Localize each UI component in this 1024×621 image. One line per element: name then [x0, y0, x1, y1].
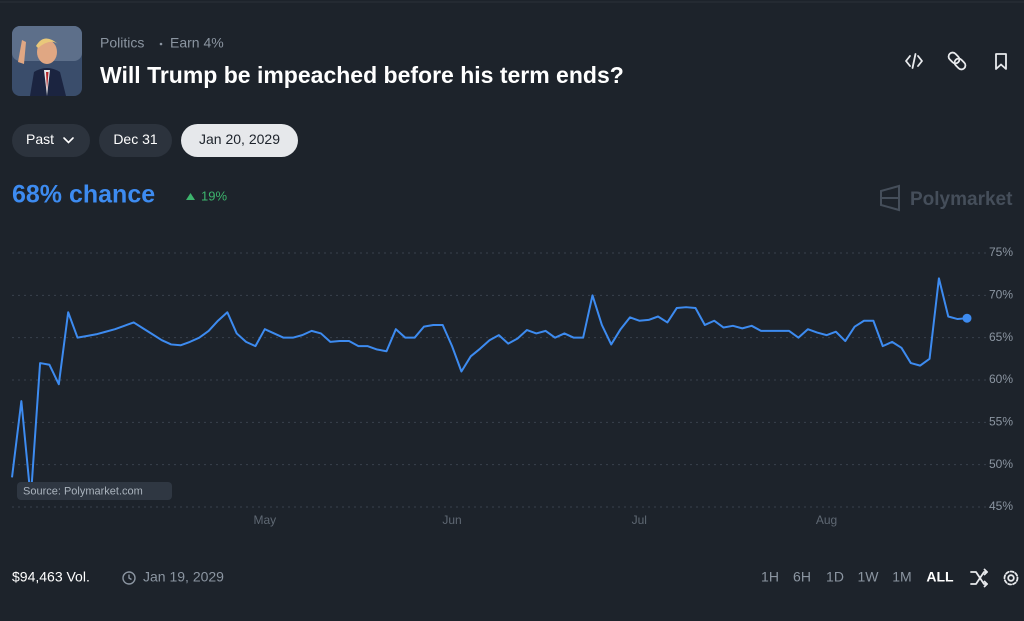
- filter-label[interactable]: Jan 20, 2029: [199, 131, 280, 147]
- link-button[interactable]: [947, 51, 967, 71]
- y-tick-label: 45%: [989, 499, 1013, 513]
- market-title: Will Trump be impeached before his term …: [100, 62, 624, 88]
- settings-button[interactable]: [1003, 570, 1019, 586]
- volume: $94,463 Vol.: [12, 569, 90, 585]
- y-tick-label: 55%: [989, 415, 1013, 429]
- embed-button[interactable]: [905, 53, 923, 69]
- bookmark-button[interactable]: [995, 53, 1007, 70]
- x-tick-label: Jun: [442, 513, 461, 527]
- y-tick-label: 75%: [989, 245, 1013, 259]
- range-button[interactable]: 1D: [826, 569, 844, 585]
- end-date: Jan 19, 2029: [143, 569, 224, 585]
- filter-dec[interactable]: Dec 31: [99, 124, 172, 157]
- range-button[interactable]: 1W: [858, 569, 880, 585]
- last-point: [962, 313, 972, 323]
- range-button[interactable]: 1M: [892, 569, 911, 585]
- shuffle-button[interactable]: [970, 568, 988, 588]
- chart: 45% 50% 55% 60% 65% 70% 75% May Jun Jul Aug Source:…: [11, 245, 1013, 527]
- x-tick-label: Aug: [816, 513, 837, 527]
- range-buttons: 1H 6H 1D 1W 1M ALL: [761, 569, 954, 585]
- filter-label[interactable]: Past: [26, 131, 54, 147]
- x-tick-label: Jul: [632, 513, 647, 527]
- chance: 68% chance: [12, 181, 155, 209]
- reward: Earn 4%: [170, 35, 224, 51]
- market-image: [12, 26, 82, 96]
- x-tick-label: May: [253, 513, 276, 527]
- change: 19%: [201, 188, 227, 203]
- source: Source: Polymarket.com: [23, 485, 143, 497]
- range-button[interactable]: ALL: [926, 569, 954, 585]
- range-button[interactable]: 1H: [761, 569, 779, 585]
- separator-dot: [159, 42, 163, 46]
- y-tick-label: 50%: [989, 457, 1013, 471]
- source-badge: [17, 482, 172, 500]
- filter-jan[interactable]: Jan 20, 2029: [181, 124, 298, 157]
- brand: Polymarket: [910, 189, 1013, 210]
- filter-label[interactable]: Dec 31: [113, 131, 158, 147]
- price-line: [11, 277, 968, 500]
- range-button[interactable]: 6H: [793, 569, 811, 585]
- brand-logo: [880, 184, 900, 212]
- category: Politics: [100, 35, 144, 51]
- filter-past[interactable]: Past: [12, 124, 90, 157]
- y-tick-label: 60%: [989, 372, 1013, 386]
- y-tick-label: 65%: [989, 330, 1013, 344]
- y-tick-label: 70%: [989, 288, 1013, 302]
- up-arrow: [186, 193, 195, 200]
- clock-icon: [122, 571, 136, 585]
